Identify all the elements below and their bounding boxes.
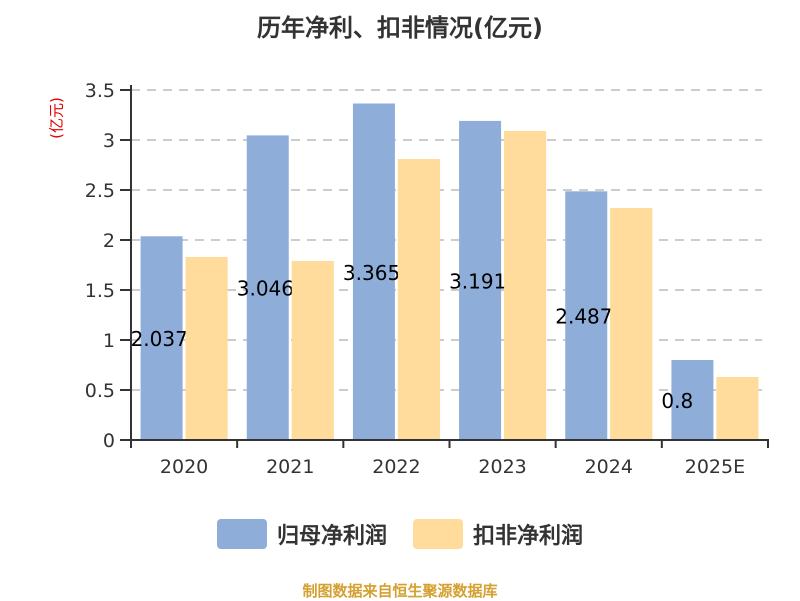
y-tick-label: 2.5 — [85, 180, 115, 202]
bar-net-profit[interactable] — [140, 236, 183, 440]
bar-deducted-profit-overlay — [291, 261, 334, 440]
legend-swatch-net-profit — [216, 519, 267, 549]
bar-net-profit[interactable] — [565, 191, 608, 440]
bar-net-profit[interactable] — [459, 120, 502, 441]
x-tick-label: 2021 — [266, 456, 314, 478]
bar-value-label: 3.046 — [237, 277, 294, 301]
legend-item-net-profit[interactable]: 归母净利润 — [216, 518, 387, 550]
bar-deducted-profit-overlay — [716, 377, 759, 440]
y-tick-label: 3.5 — [85, 80, 115, 102]
y-tick-label: 0 — [103, 430, 115, 452]
legend-item-deducted-profit[interactable]: 扣非净利润 — [413, 518, 583, 550]
y-tick-label: 0.5 — [85, 380, 115, 402]
data-source-footer: 制图数据来自恒生聚源数据库 — [302, 582, 498, 600]
bar-value-label: 3.365 — [343, 261, 400, 285]
bar-deducted-profit-overlay — [185, 257, 228, 440]
x-tick-label: 2022 — [372, 456, 420, 478]
y-tick-label: 2 — [103, 230, 115, 252]
bar-value-label: 3.191 — [449, 269, 506, 293]
bar-labels: 2.037 3.046 3.365 3.191 2.487 0.8 — [131, 261, 694, 413]
bar-deducted-profit-overlay — [397, 159, 440, 440]
legend-label: 归母净利润 — [276, 524, 387, 549]
chart-title: 历年净利、扣非情况(亿元) — [257, 14, 543, 42]
bar-net-profit[interactable] — [671, 360, 714, 440]
bar-net-profit[interactable] — [352, 103, 395, 441]
bar-deducted-profit-overlay — [504, 131, 547, 440]
legend: 归母净利润 扣非净利润 — [0, 518, 800, 550]
y-tick-label: 1.5 — [85, 280, 115, 302]
x-tick-label: 2023 — [478, 456, 526, 478]
bar-value-label: 2.037 — [131, 327, 188, 351]
bar-net-profit[interactable] — [246, 135, 289, 440]
bar-value-label: 2.487 — [555, 305, 612, 329]
bar-deducted-profit-overlay — [610, 208, 653, 440]
y-tick-label: 3 — [103, 130, 115, 152]
legend-label: 扣非净利润 — [473, 524, 584, 549]
bar-value-label: 0.8 — [661, 389, 693, 413]
x-tick-label: 2024 — [585, 456, 633, 478]
axes: 0 0.5 1 1.5 2 2.5 3 3.5 2020 2021 2022 2023 2024 2025… — [85, 80, 769, 478]
x-tick-label: 2025E — [685, 456, 745, 478]
x-tick-label: 2020 — [160, 456, 208, 478]
y-tick-label: 1 — [103, 330, 115, 352]
legend-swatch-deducted-profit — [413, 519, 463, 549]
